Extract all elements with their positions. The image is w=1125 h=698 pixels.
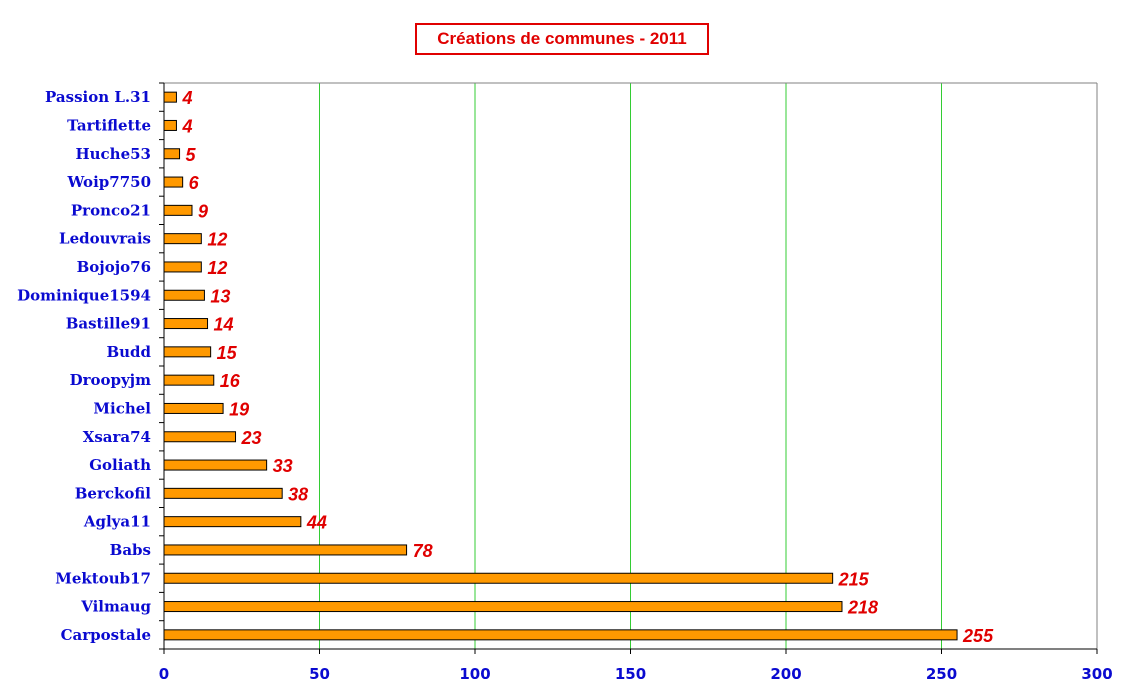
x-tick-label: 150 [615,665,646,683]
value-label: 19 [229,399,249,419]
bar [163,431,237,443]
bar [163,289,205,301]
bar [163,176,184,188]
value-label: 218 [847,598,878,618]
x-tick-label: 250 [926,665,957,683]
bar [163,374,215,386]
bar [163,516,302,528]
value-label: 255 [962,626,994,646]
bar [163,148,181,160]
bar [163,487,283,499]
x-tick-label: 200 [770,665,801,683]
category-label: Bastille91 [66,315,151,333]
chart-title: Créations de communes - 2011 [415,23,709,55]
category-label: Michel [93,399,151,417]
x-tick-label: 50 [309,665,330,683]
category-label: Passion L.31 [45,88,151,106]
category-label: Berckofil [75,484,152,502]
bar [163,318,209,330]
bar [163,261,202,273]
bar [163,629,958,641]
value-label: 4 [181,88,192,108]
category-label: Xsara74 [83,428,151,446]
value-label: 15 [217,343,238,363]
bar [163,544,408,556]
category-label: Ledouvrais [59,230,151,248]
bar [163,601,843,613]
category-label: Bojojo76 [77,258,151,276]
bar [163,91,177,103]
category-label: Dominique1594 [17,286,151,304]
value-label: 12 [207,258,227,278]
bar [163,459,268,471]
x-tick-label: 0 [159,665,169,683]
value-label: 13 [210,286,230,306]
value-label: 9 [198,201,208,221]
value-label: 4 [181,116,192,136]
category-label: Droopyjm [70,371,152,389]
value-label: 33 [273,456,293,476]
x-tick-label: 300 [1081,665,1112,683]
category-label: Goliath [89,456,151,474]
value-label: 5 [186,145,197,165]
bar [163,346,212,358]
value-label: 23 [241,428,262,448]
category-label: Carpostale [61,626,151,644]
bar [163,572,834,584]
x-tick-label: 100 [459,665,490,683]
value-label: 44 [306,513,327,533]
value-label: 16 [220,371,241,391]
bar [163,402,224,414]
value-label: 12 [207,230,227,250]
value-label: 38 [288,484,308,504]
value-label: 14 [214,315,234,335]
category-label: Mektoub17 [55,569,151,587]
category-label: Pronco21 [71,201,151,219]
category-label: Babs [110,541,151,559]
bar [163,119,177,131]
category-label: Huche53 [75,145,151,163]
category-label: Vilmaug [80,598,151,616]
category-label: Tartiflette [67,116,151,134]
bar [163,233,202,245]
category-label: Aglya11 [83,513,151,531]
bar [163,204,193,216]
value-label: 78 [413,541,433,561]
value-label: 215 [838,569,870,589]
category-label: Budd [106,343,151,361]
value-label: 6 [189,173,200,193]
category-label: Woip7750 [66,173,151,191]
